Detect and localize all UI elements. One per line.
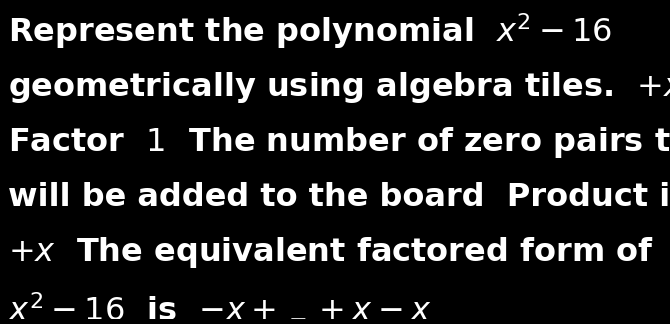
Text: Represent the polynomial  $x^2-16$: Represent the polynomial $x^2-16$ xyxy=(8,11,612,51)
Text: $x^2-16$  is  $-x+{}_-{}+x-x$: $x^2-16$ is $-x+{}_-{}+x-x$ xyxy=(8,292,431,323)
Text: $+x$  The equivalent factored form of: $+x$ The equivalent factored form of xyxy=(8,235,654,270)
Text: Factor  $1$  The number of zero pairs that: Factor $1$ The number of zero pairs that xyxy=(8,125,670,160)
Text: will be added to the board  Product is: will be added to the board Product is xyxy=(8,182,670,213)
Text: geometrically using algebra tiles.  $+x^2$: geometrically using algebra tiles. $+x^2… xyxy=(8,66,670,106)
